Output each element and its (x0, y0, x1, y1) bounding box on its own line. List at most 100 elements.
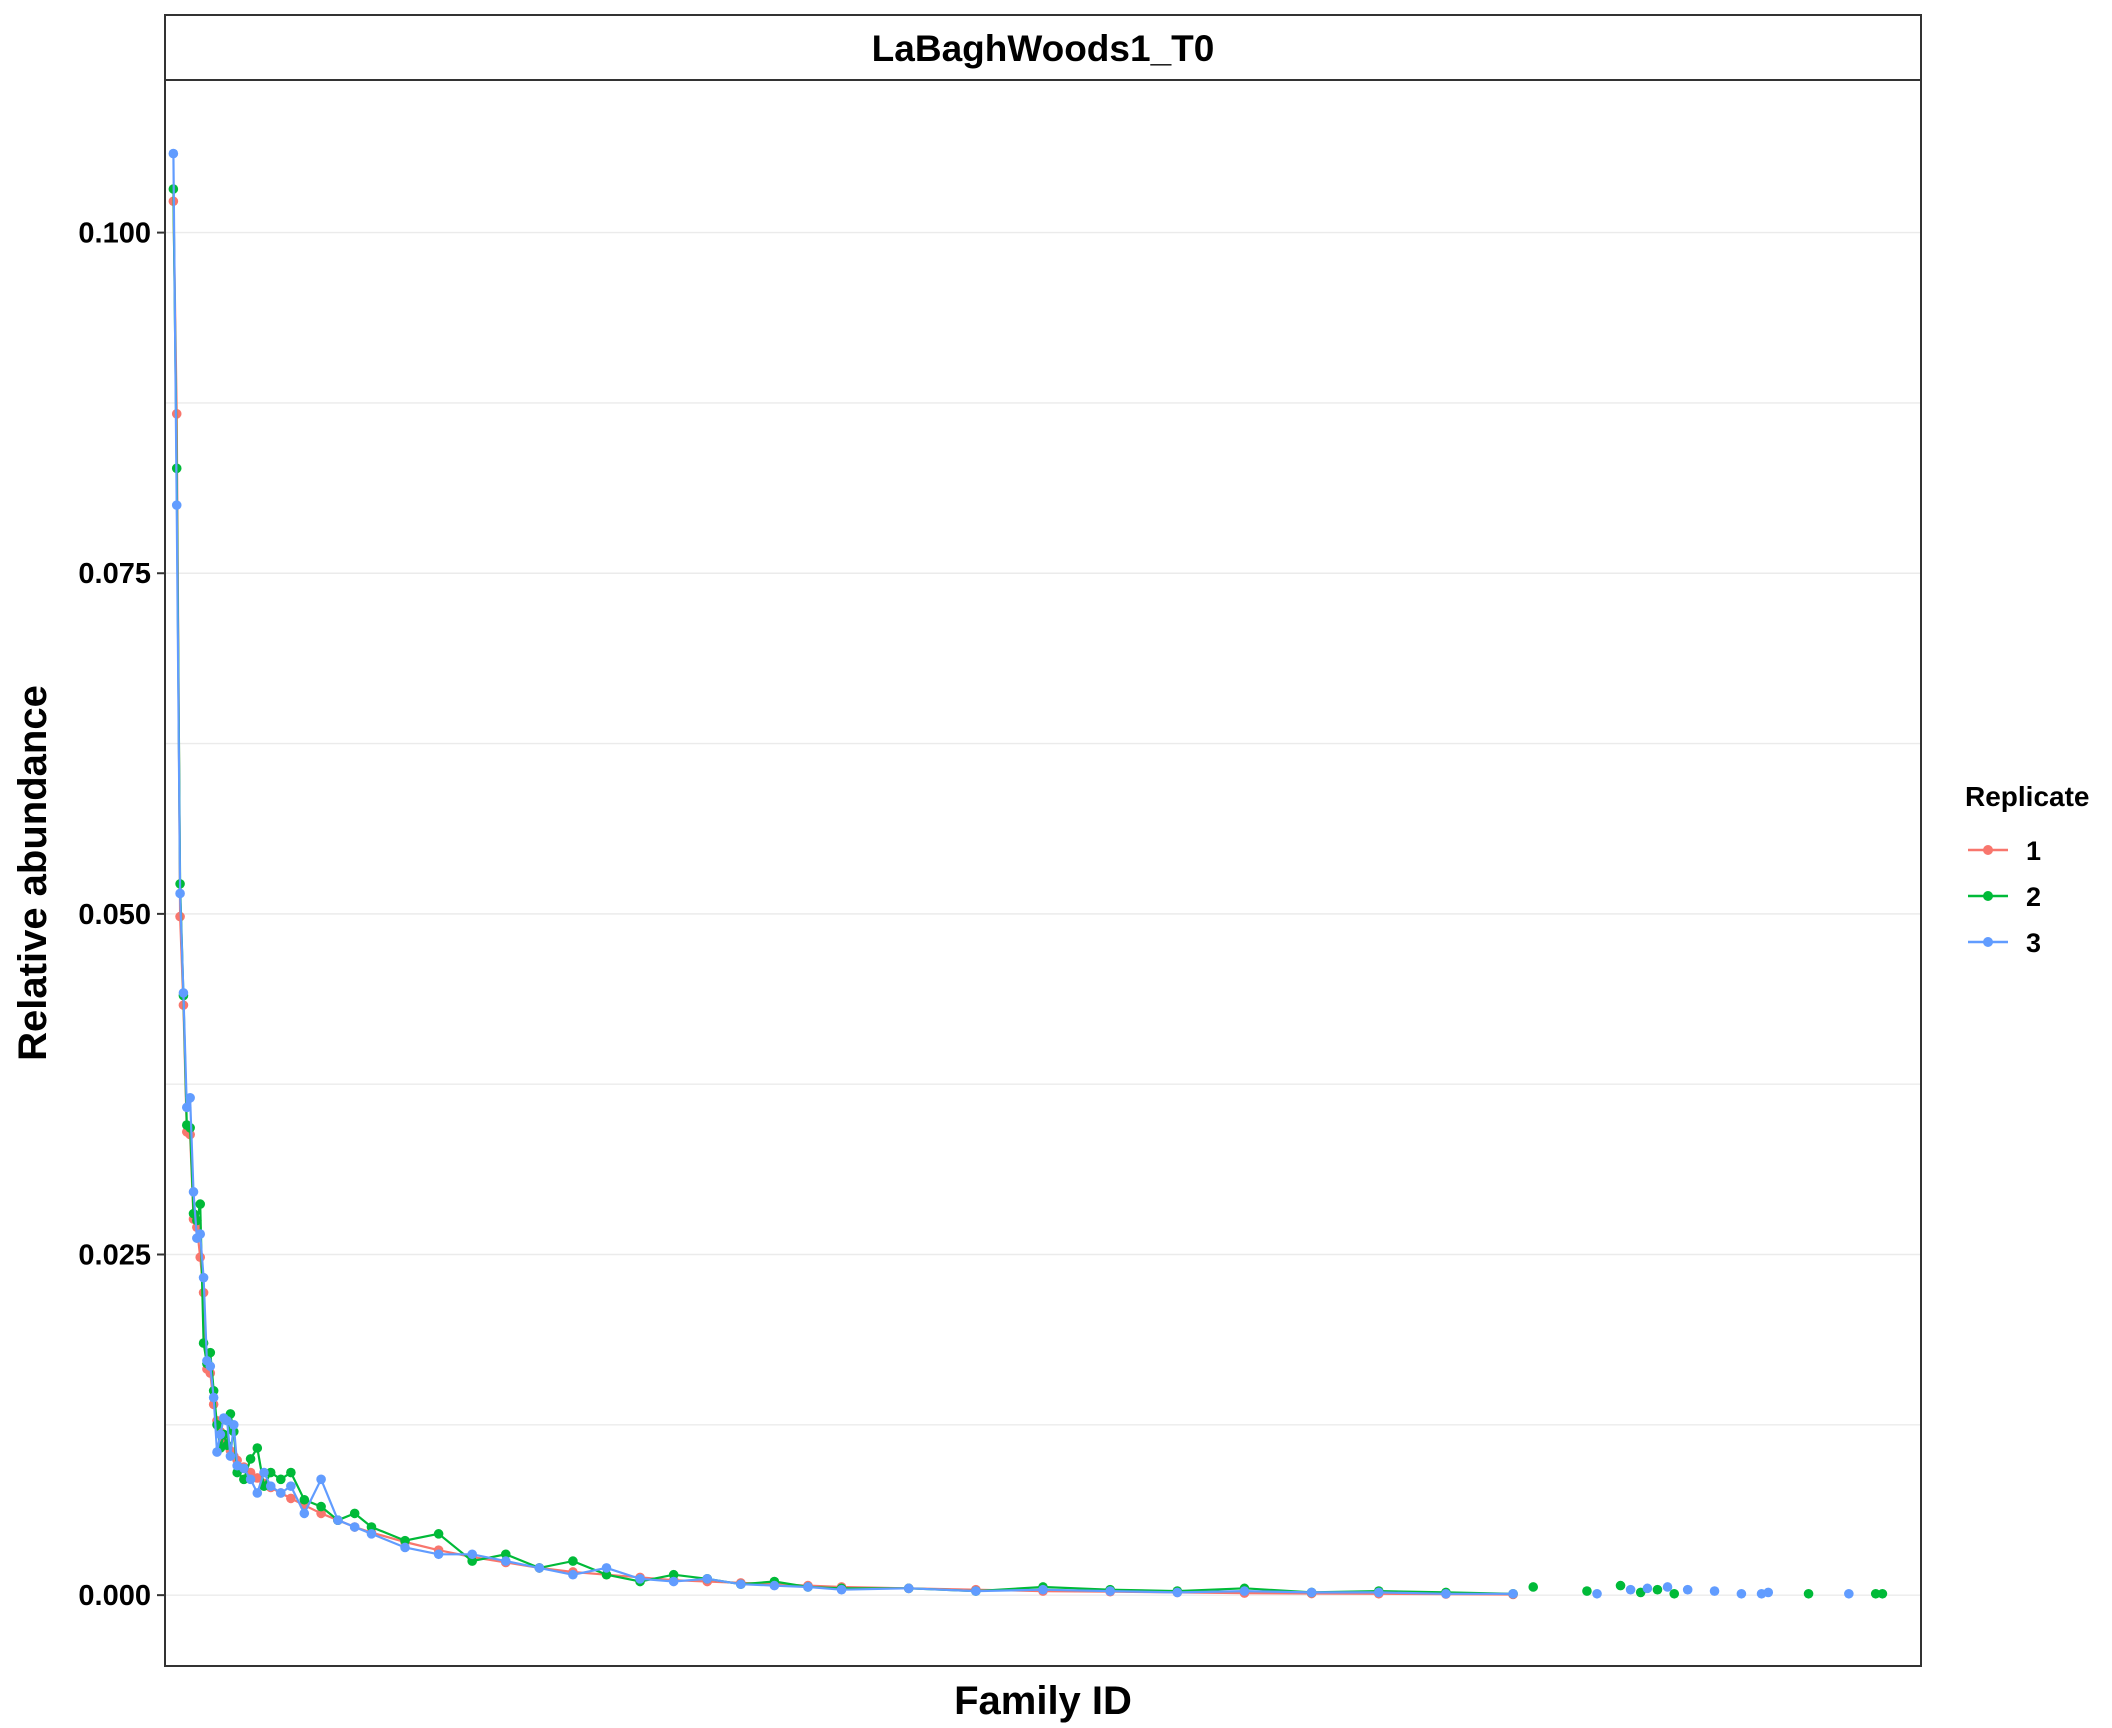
data-point (1592, 1588, 1602, 1599)
data-point (259, 1481, 269, 1491)
data-point (1373, 1587, 1384, 1598)
data-point (265, 1481, 276, 1491)
unconnected-points (1528, 1580, 1888, 1599)
series-layer (168, 148, 1518, 1600)
data-point (286, 1467, 296, 1478)
data-point (188, 1187, 199, 1197)
data-point (239, 1463, 249, 1474)
data-point (702, 1573, 713, 1584)
data-point (400, 1542, 410, 1553)
data-point (276, 1488, 286, 1498)
data-point (1844, 1588, 1854, 1599)
data-point (171, 500, 182, 510)
data-point (668, 1576, 679, 1587)
data-point (433, 1549, 444, 1560)
data-point (601, 1569, 612, 1580)
plot-panel-border (164, 79, 1922, 1667)
data-point (1441, 1588, 1451, 1599)
data-point (1172, 1587, 1183, 1598)
legend: Replicate 1 2 3 (1965, 781, 2090, 958)
data-point (433, 1529, 444, 1539)
data-point (215, 1429, 226, 1440)
legend-point (1983, 891, 1993, 901)
legend-item-1: 1 (1968, 836, 2041, 866)
legend-label: 1 (2026, 836, 2041, 866)
series-line-3 (172, 153, 1514, 1595)
data-point (212, 1447, 222, 1457)
data-point (467, 1549, 477, 1560)
data-point (500, 1549, 511, 1560)
legend-label: 3 (2026, 928, 2041, 958)
legend-title: Replicate (1965, 781, 2090, 812)
data-point (1709, 1586, 1720, 1596)
data-point (1038, 1584, 1048, 1595)
data-point (1508, 1588, 1518, 1599)
legend-label: 2 (2026, 882, 2041, 912)
data-point (168, 148, 179, 159)
data-point (601, 1563, 612, 1573)
data-point (299, 1494, 310, 1505)
data-point (1803, 1588, 1814, 1599)
data-point (1877, 1588, 1888, 1599)
data-point (286, 1481, 296, 1491)
data-point (366, 1522, 377, 1532)
data-point (1528, 1582, 1539, 1592)
legend-point (1983, 845, 1993, 855)
y-axis-ticks: 0.000 0.025 0.050 0.075 0.100 (78, 218, 165, 1612)
plot-panel (165, 80, 1921, 1666)
data-point (1682, 1584, 1693, 1595)
data-point (971, 1586, 981, 1596)
data-point (252, 1488, 263, 1498)
legend-item-3: 3 (1968, 928, 2041, 958)
data-point (212, 1420, 222, 1430)
data-point (252, 1443, 263, 1453)
y-tick-label: 0.050 (78, 899, 151, 931)
data-point (467, 1556, 477, 1566)
series-3 (168, 148, 1518, 1599)
legend-item-2: 2 (1968, 882, 2041, 912)
data-point (736, 1579, 746, 1590)
data-point (1652, 1584, 1663, 1595)
y-axis-title: Relative abundance (11, 685, 55, 1061)
data-point (1582, 1586, 1592, 1596)
data-point (1615, 1580, 1626, 1591)
data-point (195, 1199, 206, 1209)
data-point (259, 1467, 269, 1478)
data-point (228, 1420, 239, 1430)
data-point (205, 1361, 216, 1372)
data-point (333, 1515, 343, 1526)
data-point (286, 1493, 296, 1504)
data-point (1736, 1588, 1747, 1599)
data-point (1763, 1587, 1774, 1598)
data-point (568, 1556, 578, 1566)
data-point (903, 1583, 914, 1594)
data-point (1306, 1587, 1317, 1598)
data-point (1625, 1584, 1636, 1595)
data-point (316, 1474, 326, 1485)
data-point (349, 1508, 360, 1519)
data-point (1669, 1588, 1680, 1599)
legend-point (1983, 937, 1993, 947)
data-point (1239, 1586, 1250, 1596)
data-point (245, 1474, 256, 1485)
data-point (185, 1093, 195, 1103)
data-point (400, 1535, 410, 1546)
data-point (181, 1102, 192, 1113)
data-point (534, 1563, 545, 1573)
data-point (198, 1272, 209, 1283)
y-tick-label: 0.100 (78, 218, 151, 250)
legend-keys: 1 2 3 (1968, 836, 2041, 958)
y-tick-label: 0.000 (78, 1580, 151, 1612)
grid-lines (165, 231, 1921, 1596)
facet-strip (164, 14, 1922, 81)
data-point (316, 1508, 326, 1519)
data-point (500, 1556, 511, 1566)
data-point (349, 1522, 360, 1532)
data-point (1105, 1586, 1115, 1596)
data-point (803, 1582, 813, 1592)
data-point (769, 1580, 780, 1591)
data-point (299, 1508, 310, 1519)
data-point (836, 1584, 847, 1595)
data-point (239, 1474, 249, 1485)
data-point (1870, 1588, 1881, 1599)
